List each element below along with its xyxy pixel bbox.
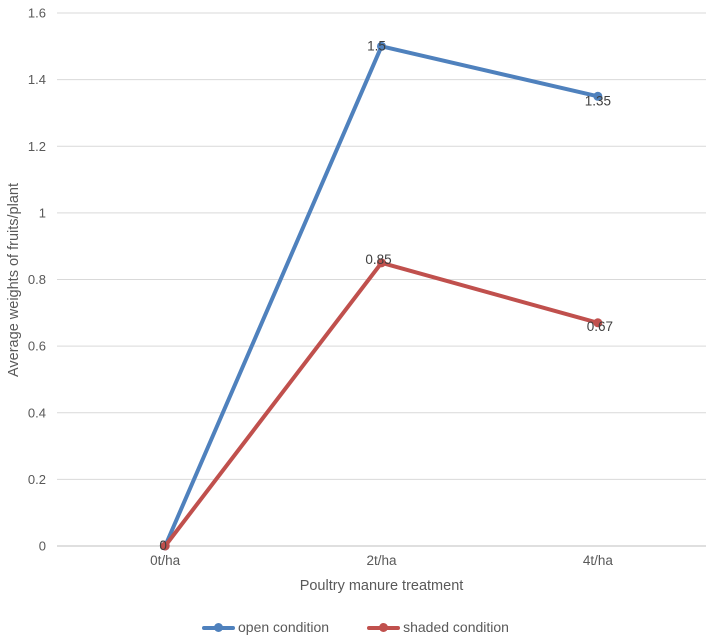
plot-area: 0 0.2 0.4 0.6 0.8 1 1.2 1.4 1.6 0t/ha 2t/ha 4t/ha 0 1… [28,6,706,568]
data-label: 0.67 [587,319,613,334]
legend-line-marker-blue [202,622,236,632]
x-axis-title: Poultry manure treatment [299,578,464,594]
y-tick-label: 0.4 [28,405,46,420]
y-tick-label: 1.2 [28,139,46,154]
y-tick-label: 0 [39,539,46,554]
y-tick-label: 0.6 [28,339,46,354]
y-tick-label: 1.6 [28,6,46,21]
legend-line-marker-red [367,622,401,632]
y-tick-label: 0.2 [28,472,46,487]
y-tick-label: 1 [39,205,46,220]
data-point-marker [160,541,170,551]
legend-label: open condition [238,619,330,635]
data-point-marker [377,41,386,51]
y-tick-label: 1.4 [28,72,46,87]
data-point-marker [377,258,386,268]
legend: open condition shaded condition [0,619,711,635]
series-line-open-condition [163,44,600,548]
legend-item-open-condition: open condition [202,619,329,635]
y-tick-label: 0.8 [28,272,46,287]
x-category-label: 4t/ha [583,553,614,568]
data-label: 0.85 [365,252,391,267]
series-line-shaded-condition [163,260,600,548]
data-point-marker [593,318,603,328]
legend-item-shaded-condition: shaded condition [367,619,509,635]
legend-label: shaded condition [403,619,509,635]
data-label: 1.5 [367,38,386,53]
x-category-label: 0t/ha [150,553,181,568]
y-axis-title: Average weights of fruits/plant [6,183,22,377]
data-label: 0 [159,538,167,553]
data-label: 1.35 [585,93,611,108]
x-category-label: 2t/ha [366,553,397,568]
data-point-marker [593,91,603,101]
